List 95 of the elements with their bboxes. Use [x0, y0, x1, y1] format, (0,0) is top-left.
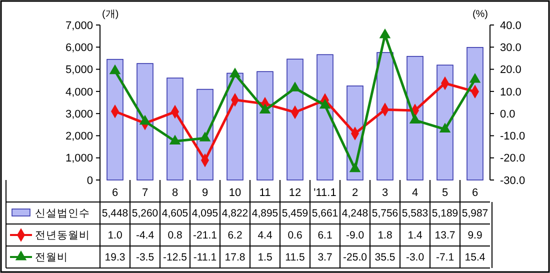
bar [466, 47, 484, 180]
x-tick-label: 9 [202, 186, 208, 199]
bar [316, 54, 334, 180]
x-tick-label: 6 [112, 186, 118, 199]
point [229, 68, 241, 78]
data-label: 13.7 [434, 230, 456, 242]
y-tick-label: 6,000 [65, 42, 93, 54]
data-label: 1.8 [378, 230, 392, 242]
data-label: -7.1 [436, 252, 454, 264]
x-tick-label: '11.1 [314, 186, 336, 199]
x-tick-label: 2 [352, 186, 358, 199]
point [259, 104, 271, 114]
y-tick-label: 2,000 [65, 130, 93, 143]
bar [286, 58, 304, 180]
y2-axis-title: (%) [472, 9, 488, 20]
data-label: 6.1 [318, 230, 332, 242]
data-label: 5,661 [312, 208, 338, 220]
data-label: 4,248 [342, 208, 368, 220]
data-label: -21.1 [193, 230, 218, 242]
point [349, 162, 361, 172]
data-label: -9.0 [346, 230, 364, 242]
bar [136, 63, 154, 180]
data-label: 1.0 [108, 230, 122, 242]
data-label: 3.7 [318, 252, 332, 264]
point [169, 134, 181, 145]
point [139, 114, 151, 125]
data-label: 17.8 [224, 252, 246, 264]
data-label: 5,583 [402, 208, 428, 220]
bar [406, 56, 424, 180]
data-label: 4.4 [258, 230, 272, 242]
y2-tick-label: -20.0 [500, 152, 526, 165]
bar [106, 58, 124, 180]
data-label: 4,822 [222, 208, 248, 220]
data-label: 5,260 [132, 208, 158, 220]
data-label: -4.4 [136, 230, 154, 242]
data-label: 5,756 [372, 208, 398, 220]
point [199, 132, 211, 142]
x-tick-label: 4 [412, 186, 418, 199]
data-label: 1.4 [408, 230, 422, 242]
x-tick-label: 7 [142, 186, 148, 199]
y2-tick-label: -10.0 [500, 130, 526, 143]
legend-label: 전년동월비 [35, 230, 90, 242]
bar [256, 71, 274, 180]
data-label: 5,987 [462, 208, 488, 220]
data-label: 6.2 [228, 230, 242, 242]
y-tick-label: 3,000 [65, 108, 93, 120]
data-label: 5,189 [432, 208, 458, 220]
point [439, 122, 451, 133]
point [319, 98, 331, 109]
legend-label: 전월비 [35, 252, 68, 264]
point [109, 64, 121, 74]
y-tick-label: 4,000 [65, 86, 93, 98]
data-label: 11.5 [285, 252, 305, 264]
y-tick-label: 0 [86, 174, 93, 187]
data-label: 4,605 [162, 208, 188, 220]
y-tick-label: 1,000 [65, 152, 93, 165]
y2-tick-label: 0.0 [500, 108, 516, 120]
data-label: 9.9 [468, 230, 482, 242]
y2-tick-label: 30.0 [500, 42, 522, 54]
data-label: -3.5 [136, 252, 154, 264]
x-tick-label: 11 [259, 186, 271, 199]
point [289, 82, 301, 92]
y2-tick-label: 10.0 [500, 86, 522, 98]
point [409, 114, 421, 124]
x-tick-label: 10 [228, 186, 242, 199]
y-axis-title: (개) [102, 9, 119, 20]
data-label: -3.0 [406, 252, 424, 264]
data-label: 4,095 [192, 208, 218, 220]
data-label: -25.0 [343, 252, 368, 264]
data-label: -12.5 [163, 252, 188, 264]
y-tick-label: 5,000 [65, 64, 93, 76]
legend-label: 신설법인수 [35, 208, 90, 220]
x-tick-label: 3 [382, 186, 388, 199]
data-label: 4,895 [252, 208, 278, 220]
y2-tick-label: 20.0 [500, 64, 522, 76]
data-label: 1.5 [258, 252, 272, 264]
data-label: 15.4 [464, 252, 486, 264]
x-tick-label: 8 [172, 186, 178, 199]
data-label: 35.5 [374, 252, 396, 264]
data-label: 19.3 [104, 252, 126, 264]
point [379, 28, 391, 38]
x-tick-label: 6 [472, 186, 478, 199]
y-tick-label: 7,000 [65, 20, 93, 32]
data-label: -11.1 [193, 252, 217, 264]
y2-tick-label: 40.0 [500, 20, 522, 32]
data-label: 0.8 [168, 230, 182, 242]
y2-tick-label: -30.0 [500, 174, 526, 187]
point [469, 72, 481, 83]
x-tick-label: 12 [288, 186, 302, 199]
data-label: 5,448 [102, 208, 128, 220]
data-label: 5,459 [282, 208, 308, 220]
bar [376, 52, 394, 180]
x-tick-label: 5 [442, 186, 448, 199]
data-label: 0.6 [288, 230, 302, 242]
bar [436, 64, 454, 180]
